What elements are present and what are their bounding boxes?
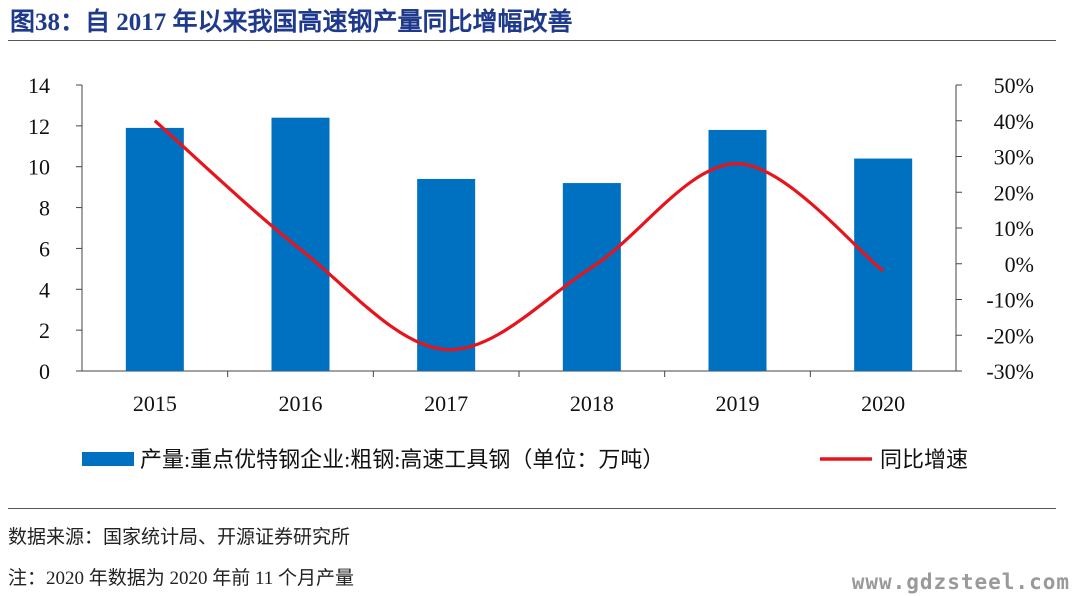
left-tick-label: 10 bbox=[28, 155, 50, 180]
left-tick-label: 4 bbox=[39, 277, 50, 302]
growth-line bbox=[153, 119, 885, 352]
source-divider bbox=[8, 508, 1056, 509]
right-tick-label: -30% bbox=[986, 359, 1034, 384]
bar bbox=[417, 178, 476, 371]
bar bbox=[125, 127, 184, 372]
bar bbox=[854, 158, 913, 371]
right-tick-label: 50% bbox=[994, 73, 1034, 98]
x-tick-label: 2018 bbox=[570, 391, 614, 416]
right-tick-label: 0% bbox=[1005, 252, 1034, 277]
left-tick-label: 14 bbox=[28, 73, 50, 98]
x-tick-label: 2019 bbox=[716, 391, 760, 416]
legend-line-label: 同比增速 bbox=[880, 447, 968, 472]
x-tick-label: 2015 bbox=[133, 391, 177, 416]
x-tick-label: 2016 bbox=[279, 391, 323, 416]
right-tick-label: -10% bbox=[986, 288, 1034, 313]
right-tick-label: 20% bbox=[994, 180, 1034, 205]
left-tick-label: 12 bbox=[28, 114, 50, 139]
title-divider bbox=[8, 40, 1056, 41]
bar bbox=[562, 183, 621, 371]
right-tick-label: 10% bbox=[994, 216, 1034, 241]
right-tick-label: 40% bbox=[994, 109, 1034, 134]
source-note: 数据来源：国家统计局、开源证券研究所 bbox=[8, 527, 351, 548]
x-tick-label: 2017 bbox=[424, 391, 468, 416]
left-tick-label: 0 bbox=[39, 359, 50, 384]
x-tick-label: 2020 bbox=[861, 391, 905, 416]
chart-title: 图38：自 2017 年以来我国高速钢产量同比增幅改善 bbox=[10, 9, 573, 36]
legend-bar-swatch bbox=[82, 452, 134, 466]
chart-area: 0 2 4 6 8 10 12 14 -30% -20% -10% 0% 10% 20% 30% 40% 50%… bbox=[28, 73, 1034, 472]
right-tick-label: -20% bbox=[986, 323, 1034, 348]
bar bbox=[271, 117, 330, 371]
legend-bar-label: 产量:重点优特钢企业:粗钢:高速工具钢（单位：万吨） bbox=[140, 447, 664, 472]
bar bbox=[708, 129, 767, 371]
watermark: www.gdzsteel.com bbox=[851, 570, 1070, 594]
left-tick-label: 6 bbox=[39, 236, 50, 261]
footnote: 注：2020 年数据为 2020 年前 11 个月产量 bbox=[8, 568, 355, 589]
right-tick-label: 30% bbox=[994, 145, 1034, 170]
left-tick-label: 2 bbox=[39, 318, 50, 343]
left-tick-label: 8 bbox=[39, 196, 50, 221]
